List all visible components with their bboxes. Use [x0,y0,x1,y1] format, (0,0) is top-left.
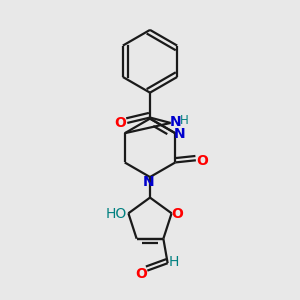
Text: N: N [174,127,185,141]
Text: O: O [135,267,147,281]
Text: N: N [143,175,155,189]
Text: H: H [169,255,179,269]
Text: H: H [180,114,188,127]
Text: O: O [196,154,208,168]
Text: O: O [172,207,184,221]
Text: N: N [170,115,182,129]
Text: HO: HO [106,207,127,221]
Text: O: O [114,116,126,130]
